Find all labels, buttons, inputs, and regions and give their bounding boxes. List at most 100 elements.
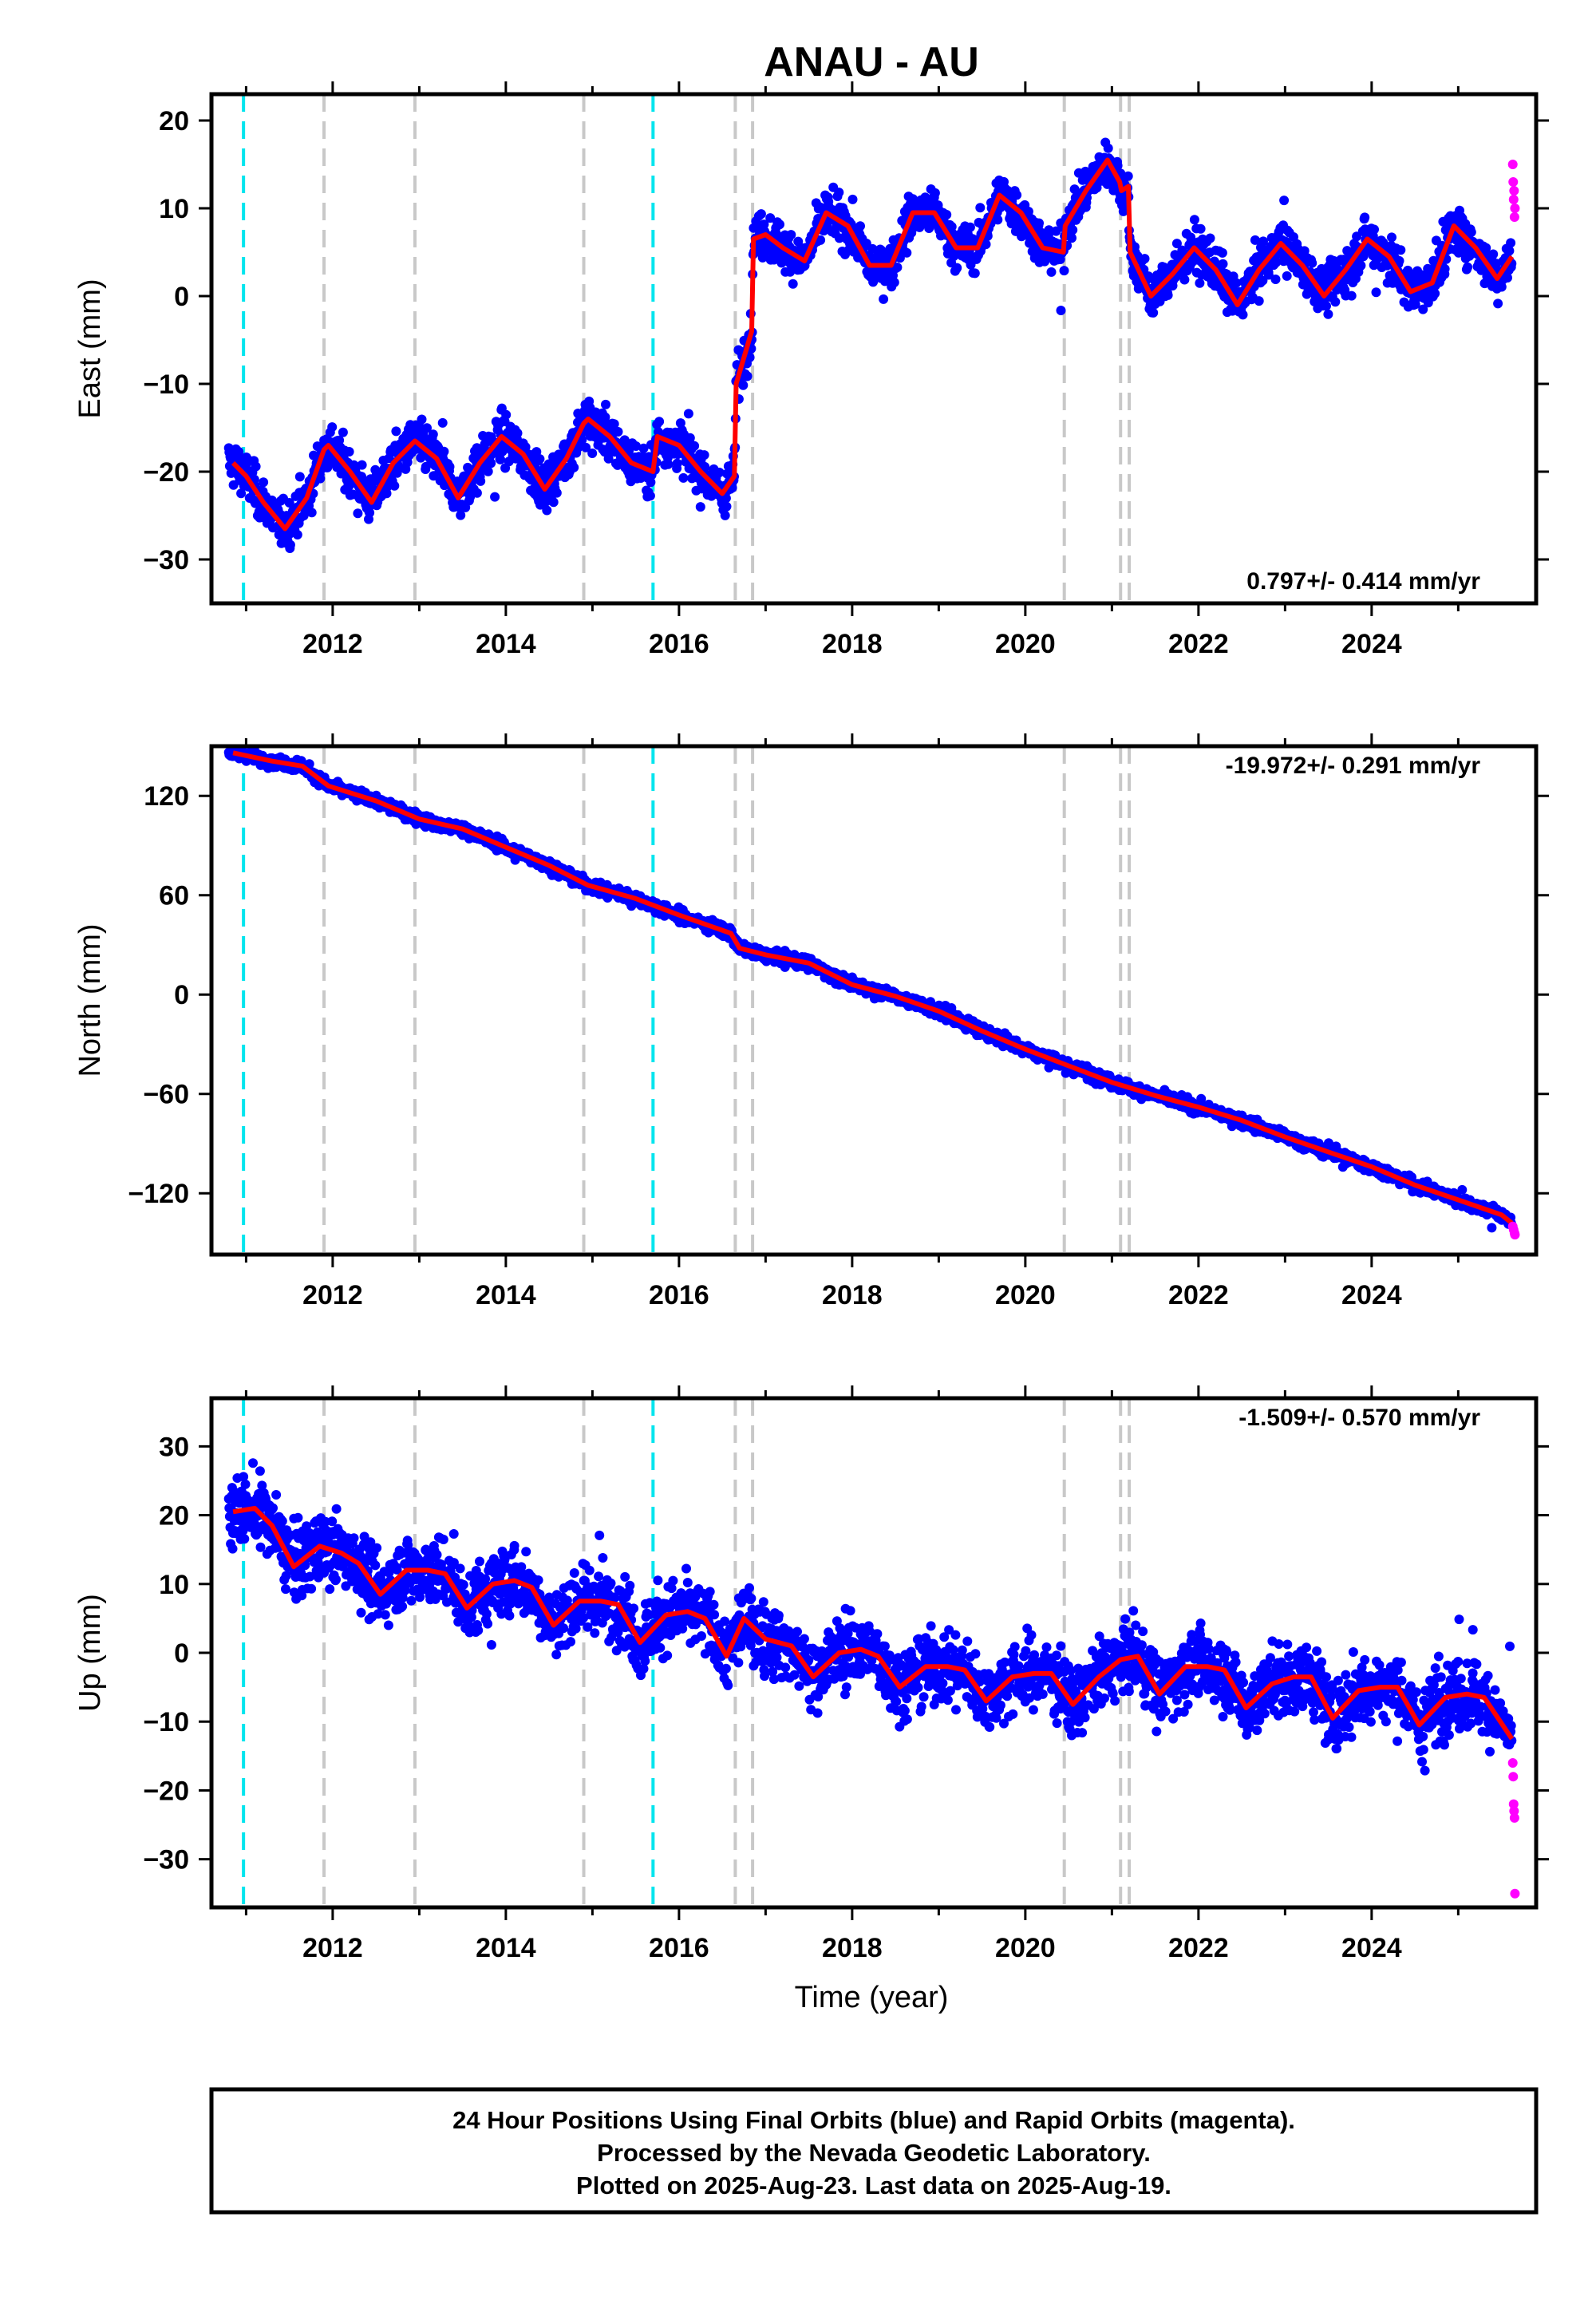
east-final-point [548,497,559,508]
east-final-point [645,491,655,501]
east-final-point [1205,233,1215,243]
east-final-point [1123,171,1133,181]
east-final-point [456,510,466,520]
east-final-point [1504,246,1515,256]
east-final-point [535,454,545,464]
east-final-point [357,460,367,470]
east-final-point [292,530,302,539]
east-y-tick-label: −30 [143,545,189,575]
east-final-point [1059,266,1069,276]
east-final-point [1254,296,1264,306]
east-rapid-point [1508,195,1519,204]
east-final-point [975,203,986,213]
east-final-point [573,409,583,418]
east-y-tick-label: −20 [143,457,189,488]
east-final-point [879,294,889,304]
east-final-point [542,505,552,516]
east-final-point [309,450,318,460]
east-final-point [685,433,695,443]
east-final-point [541,496,551,507]
east-final-point [1195,278,1205,288]
east-final-point [638,443,649,453]
east-final-point [1044,225,1054,235]
east-final-point [672,458,682,468]
east-final-point [756,209,766,219]
east-final-point [793,236,804,247]
east-final-point [1134,280,1144,290]
east-final-point [721,501,732,512]
east-x-tick-label: 2014 [476,629,536,659]
east-final-point [389,480,400,491]
east-y-axis-label: East (mm) [73,279,107,418]
east-plot-area [223,94,1517,603]
north-final-point [1196,1093,1207,1104]
east-final-point [759,219,769,230]
east-x-tick-label: 2012 [302,629,363,659]
east-final-point [780,230,790,240]
east-final-point [1418,304,1428,314]
east-final-point [970,268,980,279]
east-final-point [765,213,776,223]
east-rapid-point [1507,160,1518,169]
east-final-point [981,239,991,250]
east-final-point [1068,225,1078,235]
east-final-point [1140,254,1150,264]
east-final-point [1321,301,1331,311]
east-final-point [1323,309,1333,319]
east-final-point [327,422,338,433]
east-final-point [892,263,903,272]
east-final-point [1218,259,1228,269]
east-final-point [1118,206,1128,216]
east-final-point [1346,290,1357,301]
east-final-point [1493,298,1503,309]
east-panel: 2012 2014 2016 2018 2020 2022 202420100−10−20−… [73,81,1549,659]
east-final-point [439,446,449,456]
east-final-point [496,454,506,464]
east-final-point [1103,143,1113,153]
east-final-point [1012,190,1022,200]
east-final-point [285,539,295,550]
east-final-point [1430,288,1440,298]
east-final-point [889,277,899,287]
east-rapid-point [1509,212,1519,222]
east-final-point [683,409,693,419]
east-final-point [259,477,269,488]
east-final-point [613,427,623,437]
east-final-point [788,279,798,289]
east-final-point [1270,275,1281,284]
east-final-point [251,461,261,472]
east-final-point [486,458,496,468]
east-final-point [1271,257,1282,267]
east-final-point [365,508,375,518]
figure-title: ANAU - AU [764,39,979,85]
east-final-point [1387,232,1396,243]
east-final-point [1056,306,1066,315]
east-final-point [603,453,614,464]
east-final-point [1189,215,1199,225]
east-final-point [952,263,962,273]
east-final-point [236,488,247,499]
east-model-line [231,157,1515,532]
east-x-tick-label: 2018 [822,629,883,659]
east-final-point [1179,275,1190,285]
east-final-point [1231,278,1242,288]
east-final-point [1440,269,1450,279]
east-final-point [675,418,685,429]
east-final-point [1046,267,1057,277]
east-final-point [306,508,317,518]
east-final-point [711,468,721,479]
east-final-point [1360,212,1370,223]
east-final-point [501,409,512,420]
east-final-point [816,235,826,245]
east-x-tick-label: 2022 [1168,629,1229,659]
east-final-point [1067,233,1077,243]
east-final-point [1112,160,1123,171]
east-final-point [654,417,665,427]
east-final-point [294,472,305,482]
east-final-point [472,488,482,498]
east-final-point [1171,239,1182,249]
north-panel: 2012 2014 2016 2018 2020 2022 2024120600−60−12… [73,733,1549,1310]
east-final-point [1481,243,1491,253]
east-final-point [417,414,427,425]
east-final-point [1092,183,1102,193]
